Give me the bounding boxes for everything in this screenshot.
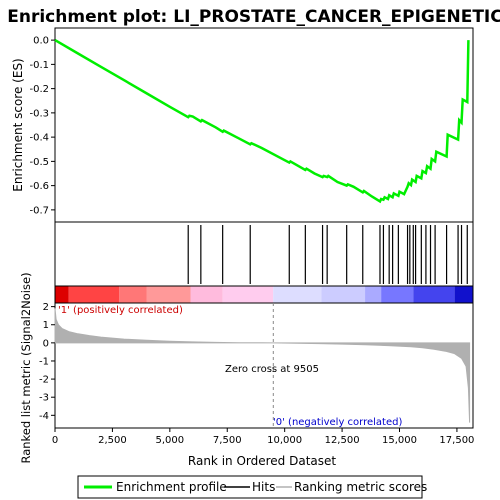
positive-correlation-label: '1' (positively correlated) [58,305,183,316]
x-tick-label: 12,500 [325,435,360,446]
metric-panel-frame [54,302,474,429]
metric-y-tick-label: -1 [39,356,49,367]
negative-correlation-label: '0' (negatively correlated) [273,417,402,428]
legend-label-enrichment-profile: Enrichment profile [116,480,227,494]
es-y-tick-label: -0.2 [29,84,49,95]
legend-label-ranking-metric: Ranking metric scores [294,480,427,494]
ranking-metric-area [54,308,471,423]
hits-panel [54,221,474,287]
metric-panel: 2 1 0 -1 -2 -3 -4 0 2,500 5,000 7,500 10,000 12,500… [19,272,474,468]
heatmap-segment [190,286,223,303]
es-y-tick-label: -0.1 [29,60,49,71]
es-y-tick-label: -0.7 [29,205,49,216]
rank-heatmap-strip [54,285,474,304]
es-y-tick-label: 0.0 [33,36,49,47]
x-tick-label: 17,500 [439,435,474,446]
x-tick-label: 0 [52,435,58,446]
zero-cross-annotation: Zero cross at 9505 [225,364,319,375]
heatmap-segment [381,286,414,303]
es-y-axis-label: Enrichment score (ES) [11,58,25,191]
heatmap-segment [454,286,473,303]
es-y-tick-label: -0.3 [29,108,49,119]
hits-panel-frame [54,221,474,287]
heatmap-segment [321,286,366,303]
metric-y-axis-label: Ranked list metric (Signal2Noise) [19,272,33,463]
heatmap-segment [273,286,322,303]
x-tick-label: 2,500 [98,435,127,446]
heatmap-segment [413,286,455,303]
x-axis: 0 2,500 5,000 7,500 10,000 12,500 15,000 17,500 [52,428,474,446]
metric-y-tick-label: 0 [43,338,49,349]
x-tick-label: 7,500 [213,435,242,446]
metric-y-tick-label: -2 [39,375,49,386]
x-tick-label: 5,000 [156,435,185,446]
legend: Enrichment profile Hits Ranking metric s… [77,475,427,499]
metric-y-axis: 2 1 0 -1 -2 -3 -4 [39,302,55,422]
metric-y-tick-label: -3 [39,393,49,404]
es-panel: 0.0 -0.1 -0.2 -0.3 -0.4 -0.5 -0.6 -0.7 Enrichme… [11,27,474,223]
hits-marks [187,225,468,284]
es-y-tick-label: -0.5 [29,157,49,168]
x-tick-label: 15,000 [382,435,417,446]
enrichment-profile-line [54,39,470,204]
heatmap-segment [222,286,274,303]
es-y-tick-label: -0.4 [29,133,49,144]
heatmap-segment [119,286,147,303]
heatmap-segment [68,286,120,303]
es-panel-frame [54,27,474,223]
es-y-axis: 0.0 -0.1 -0.2 -0.3 -0.4 -0.5 -0.6 -0.7 [29,36,55,216]
chart-title: Enrichment plot: LI_PROSTATE_CANCER_EPIG… [7,7,500,27]
heatmap-segment [146,286,191,303]
metric-y-tick-label: 1 [43,320,49,331]
legend-label-hits: Hits [252,480,275,494]
es-y-tick-label: -0.6 [29,181,49,192]
x-tick-label: 10,000 [267,435,302,446]
x-axis-label: Rank in Ordered Dataset [188,454,336,468]
metric-y-tick-label: 2 [43,302,49,313]
heatmap-segment [55,286,69,303]
heatmap-segment [365,286,382,303]
metric-y-tick-label: -4 [39,411,49,422]
